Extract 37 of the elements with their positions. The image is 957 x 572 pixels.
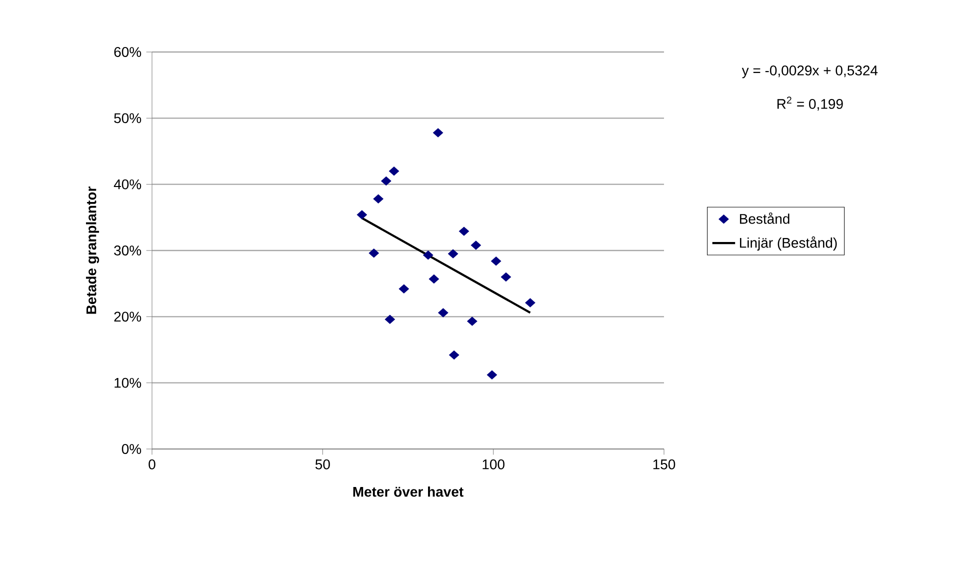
point [384, 314, 395, 324]
y-tick-label: 40% [114, 179, 142, 190]
y-tick-label: 30% [114, 246, 142, 256]
x-tick-label: 50 [315, 459, 330, 470]
text: R$^{2}$ = 0,199 [777, 96, 843, 111]
legend-label: Linjär (Bestånd) [740, 236, 837, 251]
point [428, 274, 440, 284]
point [432, 128, 444, 138]
point [467, 316, 478, 326]
point [458, 226, 470, 236]
point [356, 210, 367, 220]
legend-label: Bestånd [740, 212, 790, 224]
x-axis-title: Meter över havet [353, 486, 464, 497]
point [388, 166, 400, 176]
y-tick-label: 50% [114, 113, 142, 124]
x-tick-label: 150 [653, 459, 676, 470]
y-axis-title: Betade granplantor [86, 186, 100, 314]
y-tick-label: 10% [114, 378, 142, 388]
point [486, 370, 498, 380]
point [500, 272, 512, 282]
point [423, 250, 434, 260]
point [449, 350, 460, 360]
y-tick-label: 20% [114, 312, 142, 322]
text: y = -0,0029x + 0,5324 [742, 66, 878, 78]
point [398, 284, 409, 294]
y-tick-label: 0% [122, 444, 142, 454]
point [525, 298, 536, 308]
x-tick-label: 0 [148, 459, 156, 470]
point [490, 256, 502, 266]
point [438, 308, 448, 318]
point [470, 240, 481, 250]
y-tick-label: 60% [114, 47, 142, 57]
x-tick-label: 100 [482, 459, 504, 470]
point [373, 194, 384, 204]
point [448, 249, 458, 258]
point [381, 176, 392, 186]
point [368, 248, 379, 258]
